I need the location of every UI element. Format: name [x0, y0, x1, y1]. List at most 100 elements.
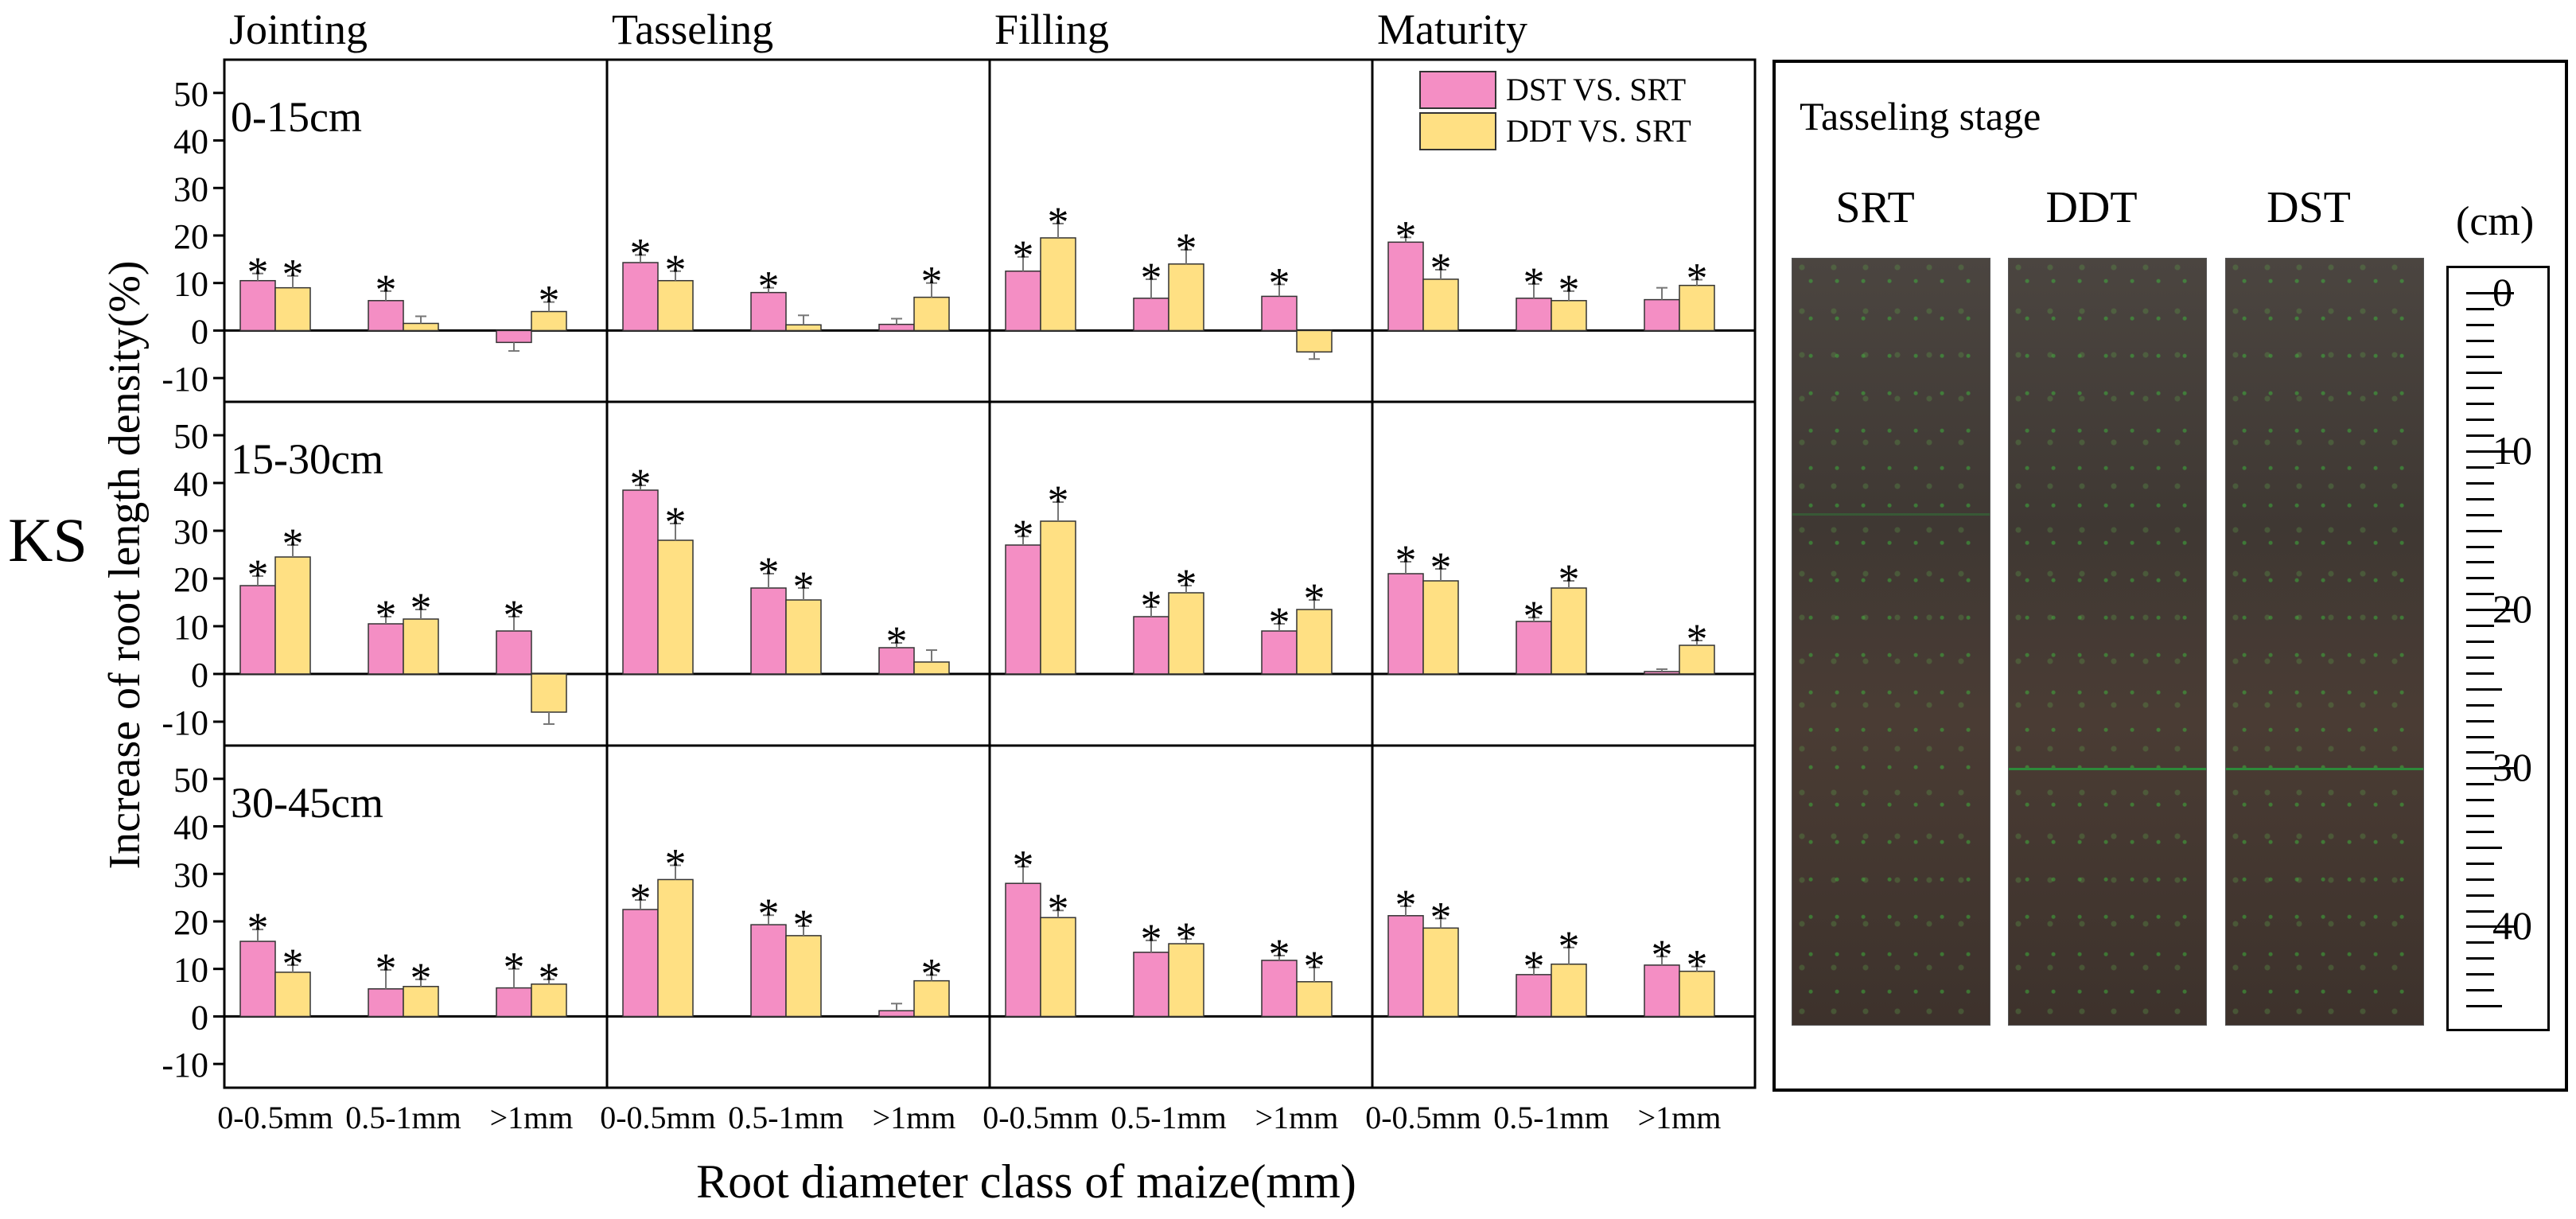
significance-star: * — [665, 498, 687, 546]
y-tick-label: 30 — [173, 512, 208, 551]
bar-dst — [1644, 298, 1680, 332]
ruler-tick — [2466, 656, 2494, 659]
ddt-soil-image — [2008, 258, 2207, 1026]
significance-star: * — [630, 874, 652, 922]
panel-frame — [605, 58, 991, 403]
y-tick-label: 30 — [173, 855, 208, 894]
bar-dst — [1516, 974, 1552, 1018]
dst-soil-image — [2225, 258, 2424, 1026]
ruler-tick — [2466, 703, 2494, 707]
significance-star: * — [1395, 536, 1417, 584]
y-tick-label: 10 — [173, 608, 208, 647]
significance-star: * — [1523, 259, 1545, 306]
bar-ddt — [1168, 943, 1204, 1018]
significance-star: * — [1141, 915, 1162, 963]
bar-dst — [239, 941, 276, 1018]
bar-ddt — [1296, 329, 1333, 353]
photo-label-ddt: DDT — [2045, 183, 2138, 232]
ruler-label: 30 — [2492, 745, 2532, 790]
significance-star: * — [1430, 244, 1452, 292]
significance-star: * — [1013, 841, 1034, 889]
y-tick-label: 50 — [173, 75, 208, 114]
bar-ddt — [785, 324, 822, 332]
bar-dst — [878, 1010, 915, 1018]
ruler-tick — [2466, 529, 2502, 532]
bar-ddt — [1422, 580, 1459, 675]
ruler-tick — [2466, 625, 2494, 628]
x-tick-label: 0-0.5mm — [1365, 1100, 1481, 1135]
significance-star: * — [411, 954, 432, 1002]
ruler-tick — [2466, 767, 2514, 770]
significance-star: * — [921, 949, 943, 997]
bar-ddt — [657, 279, 694, 332]
significance-star: * — [1141, 254, 1162, 302]
ruler-tick — [2466, 957, 2494, 960]
bar-dst — [1005, 271, 1041, 332]
depth-label: 15-30cm — [231, 435, 383, 483]
bar-dst — [496, 329, 532, 344]
significance-star: * — [1304, 942, 1325, 990]
bar-ddt — [403, 618, 439, 675]
ruler-tick — [2466, 497, 2494, 500]
significance-star: * — [282, 520, 304, 567]
bar-dst — [750, 587, 787, 675]
ruler-tick — [2466, 751, 2494, 754]
bar-ddt — [403, 986, 439, 1018]
bar-ddt — [1679, 645, 1715, 675]
x-axis-title: Root diameter class of maize(mm) — [696, 1155, 1356, 1208]
bar-ddt — [1296, 609, 1333, 675]
significance-star: * — [1013, 511, 1034, 559]
x-tick-label: >1mm — [490, 1100, 574, 1135]
legend-label-dst: DST VS. SRT — [1506, 72, 1686, 107]
ruler-tick — [2466, 355, 2494, 358]
significance-star: * — [376, 266, 397, 314]
significance-star: * — [1652, 931, 1673, 979]
ruler-tick — [2466, 973, 2494, 976]
bar-dst — [750, 924, 787, 1018]
bar-ddt — [657, 539, 694, 675]
significance-star: * — [758, 548, 780, 596]
ruler-tick — [2466, 815, 2494, 818]
y-tick-label: -10 — [161, 360, 208, 399]
y-tick-label: -10 — [161, 703, 208, 742]
x-tick-label: >1mm — [873, 1100, 956, 1135]
significance-star: * — [1176, 224, 1197, 272]
bar-ddt — [1168, 592, 1204, 675]
bar-dst — [622, 262, 659, 332]
bar-ddt — [1040, 917, 1076, 1018]
significance-star: * — [1558, 555, 1580, 603]
significance-star: * — [1013, 232, 1034, 279]
bar-ddt — [913, 296, 950, 332]
y-tick-label: 20 — [173, 560, 208, 599]
significance-star: * — [1687, 255, 1708, 302]
significance-star: * — [1687, 615, 1708, 663]
ruler-tick — [2466, 909, 2494, 913]
significance-star: * — [1176, 560, 1197, 608]
ruler-tick — [2466, 672, 2494, 675]
ruler-label: 0 — [2492, 270, 2512, 314]
ruler-tick — [2466, 799, 2494, 802]
significance-star: * — [1269, 598, 1290, 646]
ruler-tick — [2466, 719, 2494, 722]
ruler-tick — [2466, 323, 2494, 326]
bar-dst — [1133, 952, 1169, 1018]
y-tick-label: 40 — [173, 808, 208, 847]
significance-star: * — [1558, 922, 1580, 970]
ruler-tick — [2466, 292, 2514, 294]
bar-ddt — [785, 599, 822, 675]
significance-star: * — [1395, 881, 1417, 929]
ruler-tick — [2466, 687, 2502, 691]
bar-ddt — [1551, 587, 1587, 675]
depth-label: 0-15cm — [231, 93, 362, 141]
bar-dst — [750, 291, 787, 332]
ruler-tick — [2466, 593, 2494, 596]
significance-star: * — [793, 901, 815, 948]
significance-star: * — [1395, 212, 1417, 259]
y-tick-label: 0 — [191, 656, 208, 695]
stage-title-jointing: Jointing — [229, 6, 368, 53]
bar-dst — [1387, 573, 1424, 675]
bar-dst — [1261, 960, 1298, 1018]
significance-star: * — [758, 263, 780, 310]
bar-dst — [496, 987, 532, 1018]
significance-star: * — [1523, 592, 1545, 640]
